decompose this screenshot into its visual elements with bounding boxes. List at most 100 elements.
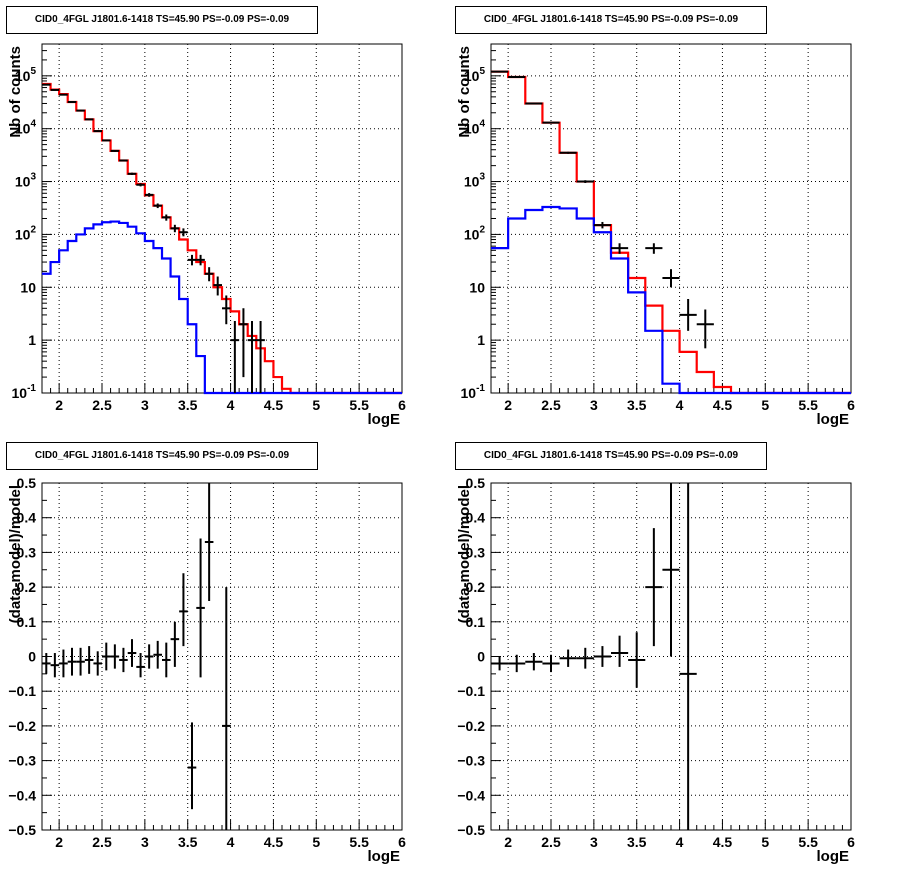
y-tick-label: 0.3 — [17, 544, 37, 560]
plot-data — [42, 483, 231, 830]
y-tick-label: 10-1 — [12, 383, 37, 401]
data-point — [162, 214, 171, 221]
plot-data — [491, 483, 697, 830]
x-tick-label: 5 — [312, 397, 320, 413]
data-point — [247, 321, 257, 393]
data-point — [230, 321, 240, 393]
series-step-blue — [42, 220, 402, 395]
data-point — [50, 653, 60, 678]
x-axis-label: logE — [368, 411, 401, 428]
data-point — [525, 653, 543, 671]
x-tick-label: 5 — [761, 834, 769, 850]
x-tick-label: 4.5 — [264, 834, 284, 850]
data-point — [162, 642, 171, 678]
y-tick-label: −0.2 — [8, 718, 36, 734]
x-tick-label: 2.5 — [92, 834, 112, 850]
data-point — [222, 295, 231, 325]
data-point — [576, 180, 594, 183]
y-axis-label: Nb of counts — [456, 46, 473, 138]
data-point — [525, 102, 543, 105]
x-tick-label: 4.5 — [264, 397, 284, 413]
data-point — [662, 269, 680, 288]
y-tick-label: 102 — [15, 224, 37, 242]
data-point — [559, 151, 577, 154]
x-tick-label: 5 — [761, 397, 769, 413]
data-point — [576, 647, 594, 669]
chart-title: CID0_4FGL J1801.6-1418 TS=45.90 PS=-0.09… — [455, 6, 767, 34]
data-point — [42, 83, 51, 86]
data-point — [102, 642, 111, 671]
plot-frame — [41, 43, 403, 394]
data-point — [42, 653, 51, 674]
y-tick-label: 0.2 — [466, 579, 486, 595]
x-tick-label: 2.5 — [541, 397, 561, 413]
grid — [42, 483, 402, 830]
data-point — [662, 483, 680, 657]
y-tick-label: 103 — [15, 172, 37, 190]
data-point — [491, 656, 509, 671]
data-point — [179, 228, 188, 237]
data-point — [127, 639, 137, 667]
y-tick-label: 104 — [15, 119, 37, 137]
data-point — [67, 647, 77, 676]
x-tick-label: 6 — [847, 834, 855, 850]
y-tick-label: 103 — [464, 172, 486, 190]
x-tick-label: 3 — [141, 834, 149, 850]
x-tick-label: 2.5 — [541, 834, 561, 850]
y-axis-label: (data-model)/model — [456, 485, 473, 623]
data-point — [136, 653, 145, 678]
y-tick-label: −0.1 — [457, 683, 485, 699]
data-point — [222, 587, 231, 830]
data-point — [187, 722, 197, 810]
data-point — [119, 647, 128, 673]
data-point — [256, 321, 265, 393]
data-point — [508, 76, 526, 79]
y-tick-label: 10 — [469, 279, 485, 295]
y-tick-label: 0.5 — [17, 475, 37, 491]
data-point — [645, 528, 663, 647]
y-tick-label: 105 — [15, 66, 37, 84]
plot-data — [491, 70, 851, 395]
y-tick-label: −0.3 — [8, 753, 36, 769]
data-point — [153, 203, 162, 209]
x-tick-label: 4 — [676, 834, 684, 850]
data-point — [239, 308, 248, 378]
x-tick-label: 4.5 — [713, 834, 733, 850]
x-tick-label: 5 — [312, 834, 320, 850]
y-tick-label: −0.1 — [8, 683, 36, 699]
y-tick-label: −0.4 — [457, 787, 485, 803]
data-point — [144, 644, 154, 669]
x-tick-label: 5.5 — [798, 834, 818, 850]
data-point — [542, 654, 560, 673]
data-point — [196, 254, 205, 266]
data-point — [196, 538, 205, 678]
chart-title: CID0_4FGL J1801.6-1418 TS=45.90 PS=-0.09… — [455, 442, 767, 470]
x-tick-label: 3.5 — [627, 397, 647, 413]
x-tick-label: 4 — [227, 834, 235, 850]
x-tick-label: 6 — [847, 397, 855, 413]
x-tick-label: 6 — [398, 397, 406, 413]
data-point — [50, 88, 60, 91]
x-tick-label: 2 — [504, 397, 512, 413]
data-point — [119, 159, 128, 162]
y-tick-label: −0.4 — [8, 787, 36, 803]
data-point — [76, 109, 85, 112]
y-tick-label: 104 — [464, 119, 486, 137]
y-tick-label: 0.2 — [17, 579, 37, 595]
x-tick-label: 3 — [590, 834, 598, 850]
x-axis-label: logE — [817, 411, 850, 428]
data-point — [93, 651, 102, 676]
data-point — [645, 243, 663, 254]
y-axis-label: Nb of counts — [7, 46, 24, 138]
data-point — [508, 654, 526, 673]
x-axis-label: logE — [817, 848, 850, 865]
data-point — [110, 149, 120, 152]
y-tick-label: 0 — [477, 649, 485, 665]
data-point — [170, 224, 180, 233]
x-tick-label: 4 — [676, 397, 684, 413]
